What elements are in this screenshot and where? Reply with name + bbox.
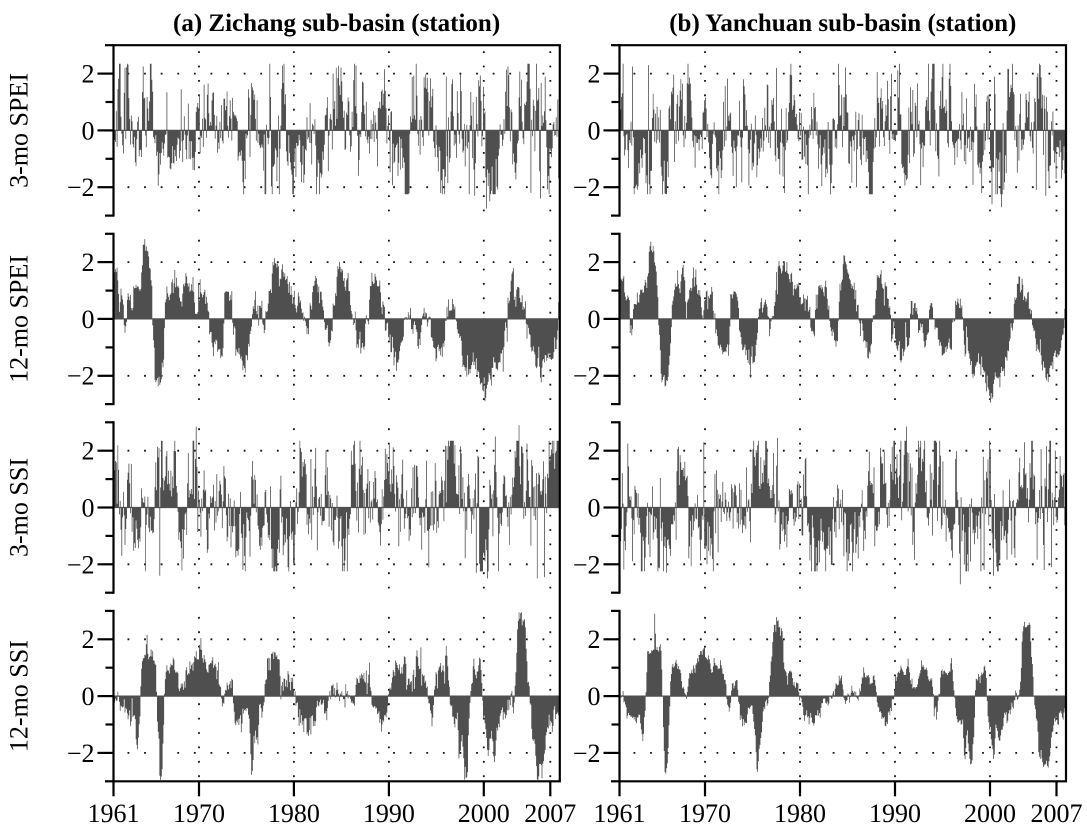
svg-text:2007: 2007: [1031, 799, 1083, 827]
svg-text:1970: 1970: [679, 799, 731, 827]
svg-text:(a) Zichang sub-basin (station: (a) Zichang sub-basin (station): [173, 10, 500, 37]
svg-text:2: 2: [588, 248, 601, 277]
svg-text:0: 0: [588, 682, 601, 711]
svg-text:0: 0: [588, 116, 601, 145]
svg-text:1961: 1961: [594, 799, 646, 827]
svg-text:0: 0: [82, 682, 95, 711]
svg-text:0: 0: [82, 494, 95, 523]
svg-text:3-mo SPEI: 3-mo SPEI: [5, 73, 34, 188]
svg-text:−2: −2: [573, 362, 601, 391]
svg-text:0: 0: [82, 305, 95, 334]
svg-text:12-mo SPEI: 12-mo SPEI: [5, 255, 34, 383]
svg-text:2: 2: [588, 625, 601, 654]
svg-text:−2: −2: [67, 550, 95, 579]
svg-text:−2: −2: [67, 362, 95, 391]
svg-text:2007: 2007: [524, 799, 576, 827]
svg-text:0: 0: [588, 494, 601, 523]
svg-text:2: 2: [82, 248, 95, 277]
svg-text:12-mo SSI: 12-mo SSI: [5, 640, 34, 752]
svg-text:2: 2: [588, 60, 601, 89]
svg-text:−2: −2: [573, 550, 601, 579]
svg-text:2: 2: [82, 625, 95, 654]
svg-text:0: 0: [82, 116, 95, 145]
svg-text:−2: −2: [573, 173, 601, 202]
svg-text:−2: −2: [67, 739, 95, 768]
svg-text:1990: 1990: [869, 799, 921, 827]
svg-text:2: 2: [82, 437, 95, 466]
svg-text:2000: 2000: [458, 799, 510, 827]
svg-text:1990: 1990: [363, 799, 415, 827]
svg-text:2000: 2000: [964, 799, 1016, 827]
svg-text:2: 2: [82, 60, 95, 89]
svg-text:(b) Yanchuan sub-basin (statio: (b) Yanchuan sub-basin (station): [669, 10, 1016, 37]
svg-text:1980: 1980: [268, 799, 320, 827]
svg-text:−2: −2: [67, 173, 95, 202]
svg-text:1961: 1961: [88, 799, 140, 827]
svg-text:0: 0: [588, 305, 601, 334]
svg-text:3-mo SSI: 3-mo SSI: [5, 458, 34, 557]
svg-text:1970: 1970: [173, 799, 225, 827]
svg-text:2: 2: [588, 437, 601, 466]
svg-text:1980: 1980: [774, 799, 826, 827]
svg-text:−2: −2: [573, 739, 601, 768]
